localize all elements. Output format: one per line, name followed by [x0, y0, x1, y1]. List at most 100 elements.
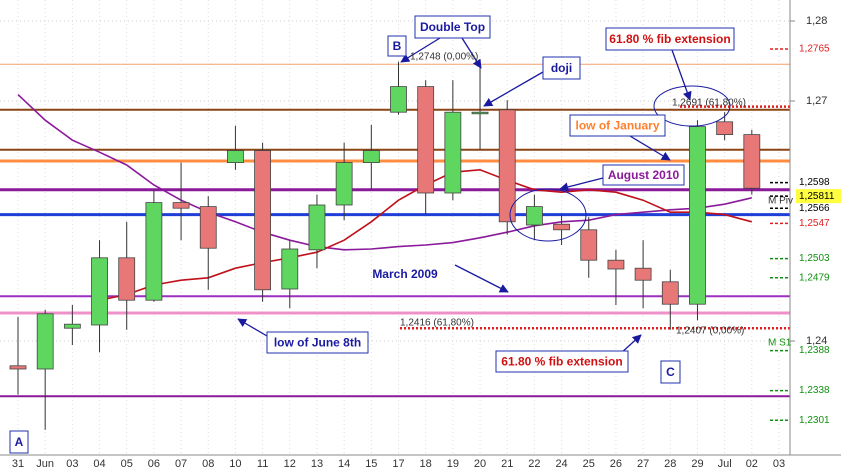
candle-body — [553, 223, 570, 231]
x-tick-label: 27 — [637, 458, 649, 470]
candle-body — [36, 313, 54, 370]
candle-body — [689, 126, 706, 305]
highlight-ellipse — [509, 188, 587, 242]
x-tick-label: 14 — [338, 458, 350, 470]
arrow — [454, 264, 509, 293]
x-tick-label: 07 — [175, 458, 187, 470]
x-tick-label: 19 — [447, 458, 459, 470]
annotation-box — [542, 56, 581, 80]
y-tick-label: 1,24 — [806, 335, 827, 347]
x-tick-label: Jun — [36, 458, 54, 470]
price-highlight — [796, 189, 841, 204]
x-tick-label: 21 — [501, 458, 513, 470]
x-tick-label: 15 — [365, 458, 377, 470]
price-label: 1,25811 — [799, 191, 835, 202]
candle-body — [172, 202, 190, 209]
candle-body — [390, 86, 407, 113]
price-label: 1,2388 — [799, 345, 830, 356]
annotation-box — [9, 430, 29, 454]
x-tick-label: 03 — [773, 458, 785, 470]
x-tick-label: 02 — [746, 458, 758, 470]
price-note: 1,2748 (0,00%) — [410, 52, 478, 63]
price-panel — [790, 0, 841, 471]
annotation: doji — [551, 61, 572, 75]
candle-body — [145, 202, 163, 301]
x-tick-label: 10 — [229, 458, 241, 470]
arrows — [237, 37, 731, 355]
x-tick-label: 22 — [528, 458, 540, 470]
x-tick-label: 31 — [12, 458, 24, 470]
candle-body — [254, 150, 272, 291]
arrow — [671, 49, 692, 101]
annotation: 61.80 % fib extension — [501, 355, 622, 369]
annotation-box — [660, 360, 681, 384]
candle-body — [525, 206, 543, 226]
price-note: 1,2691 (61,80%) — [672, 98, 746, 109]
annotation: low of January — [575, 119, 659, 133]
annotation: B — [393, 39, 402, 53]
annotation-box — [569, 114, 666, 137]
candle-body — [444, 111, 462, 194]
arrow — [629, 135, 671, 161]
price-label: 1,2547 — [799, 218, 830, 229]
annotation: 61.80 % fib extension — [609, 32, 730, 46]
annotation: C — [666, 365, 675, 379]
price-label: 1,2301 — [799, 415, 830, 426]
x-tick-label: 29 — [691, 458, 703, 470]
x-tick-label: Jul — [718, 458, 732, 470]
x-tick-label: 03 — [66, 458, 78, 470]
annotation: August 2010 — [608, 168, 680, 182]
arrow — [237, 318, 268, 337]
candle-body — [199, 206, 217, 249]
annotation-box — [387, 35, 407, 57]
annotation: low of June 8th — [274, 336, 361, 350]
candle-body — [335, 162, 353, 206]
moving-average — [17, 94, 752, 251]
x-tick-label: 17 — [392, 458, 404, 470]
x-tick-label: 05 — [121, 458, 133, 470]
x-tick-label: 11 — [257, 458, 268, 470]
candle-body — [716, 121, 734, 136]
price-label: 1,2765 — [799, 44, 830, 55]
price-note: M Piv — [768, 196, 793, 207]
x-tick-label: 25 — [583, 458, 595, 470]
candle-body — [743, 134, 761, 189]
x-tick-label: 20 — [474, 458, 486, 470]
annotation-box — [266, 331, 369, 354]
y-tick-label: 1,27 — [806, 95, 827, 107]
annotation-box — [602, 164, 685, 186]
candle-body — [661, 281, 679, 305]
candle-body — [91, 257, 108, 326]
price-label: 1,2598 — [799, 177, 830, 188]
price-label: 1,2338 — [799, 385, 830, 396]
arrow — [483, 71, 544, 107]
annotation: March 2009 — [372, 267, 438, 281]
candle-body — [63, 323, 81, 329]
x-tick-label: 26 — [610, 458, 622, 470]
x-tick-label: 24 — [555, 458, 567, 470]
candle-body — [580, 229, 598, 261]
price-label: 1,2566 — [799, 203, 830, 214]
price-label: 1,2479 — [799, 272, 830, 283]
annotation: Double Top — [420, 20, 485, 34]
x-tick-label: 18 — [420, 458, 432, 470]
x-tick-label: 06 — [148, 458, 160, 470]
annotation-box — [605, 27, 735, 51]
arrow — [461, 37, 482, 69]
candle-body — [9, 365, 27, 370]
candle-body — [308, 204, 326, 251]
price-note: 1,2407 (0,00%) — [676, 326, 744, 337]
x-tick-label: 28 — [664, 458, 676, 470]
y-tick-label: 1,28 — [806, 15, 827, 27]
candle-body — [118, 257, 136, 301]
annotation-box — [414, 15, 491, 39]
candle-body — [634, 267, 652, 281]
candle-body — [281, 248, 299, 290]
arrow — [400, 37, 441, 63]
candle-body — [607, 259, 625, 270]
x-tick-label: 04 — [93, 458, 105, 470]
annotation-box — [495, 350, 629, 373]
x-tick-label: 12 — [284, 458, 296, 470]
